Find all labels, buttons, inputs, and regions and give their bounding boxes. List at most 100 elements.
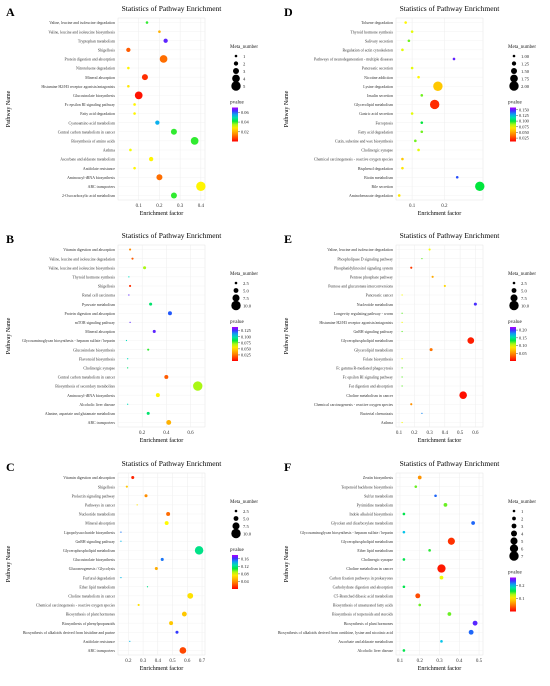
panel-d: D Statistics of Pathway Enrichment 0.1 0.2E… xyxy=(284,4,536,217)
y-tick-label: Valine, leucine and isoleucine degradati… xyxy=(49,257,115,262)
y-tick-label: Lysine degradation xyxy=(363,85,393,89)
y-tick-label: C5-Branched dibasic acid metabolism xyxy=(334,594,393,598)
y-tick-label: Mineral absorption xyxy=(85,330,115,334)
data-point xyxy=(402,585,406,589)
x-tick-label: 0.2 xyxy=(139,431,146,436)
data-point xyxy=(402,558,406,561)
data-point xyxy=(154,567,158,571)
color-legend-label: 0.075 xyxy=(519,124,530,129)
data-point xyxy=(401,166,404,170)
size-legend-dot xyxy=(232,522,240,530)
data-point xyxy=(429,348,433,352)
color-legend-label: 0.10 xyxy=(519,343,527,348)
y-tick-label: Asthma xyxy=(103,149,115,153)
data-point xyxy=(410,30,414,33)
size-legend-title: Meta_number xyxy=(230,500,258,505)
size-legend-label: 5.0 xyxy=(243,288,249,293)
data-point xyxy=(127,66,130,70)
data-point xyxy=(146,411,150,415)
plot-area xyxy=(395,17,484,201)
color-legend-label: 0.1 xyxy=(519,596,525,601)
y-axis-label: Pathway Name xyxy=(6,317,12,354)
panel-letter: D xyxy=(284,5,293,19)
data-point xyxy=(129,148,132,152)
y-tick-label: Chemical carcinogenesis - reactive oxyge… xyxy=(314,158,393,162)
y-tick-label: Ascorbate and aldarate metabolism xyxy=(60,158,115,162)
data-point xyxy=(136,504,138,506)
data-point xyxy=(404,21,407,24)
chart-title: Statistics of Pathway Enrichment xyxy=(400,231,501,240)
x-tick-label: 0.6 xyxy=(187,431,194,436)
data-point xyxy=(414,139,417,143)
data-point xyxy=(128,294,130,296)
color-legend-bar xyxy=(232,327,238,361)
y-tick-label: Bisphenol degradation xyxy=(358,167,393,171)
x-tick-label: 0.1 xyxy=(136,204,143,209)
x-tick-label: 0.7 xyxy=(199,659,206,664)
y-tick-label: Biosynthesis of alkaloids derived from o… xyxy=(278,631,393,636)
data-point xyxy=(158,30,161,33)
size-legend-label: 5 xyxy=(521,539,524,544)
data-point xyxy=(410,112,414,115)
data-point xyxy=(155,393,160,398)
y-tick-label: Glucosinolate biosynthesis xyxy=(73,94,115,98)
x-tick-label: 0.4 xyxy=(163,431,170,436)
size-legend-dot xyxy=(232,74,240,83)
data-point xyxy=(440,640,443,643)
color-legend-label: 0.16 xyxy=(241,556,249,561)
data-point xyxy=(126,47,131,52)
data-point xyxy=(471,521,475,525)
data-point xyxy=(431,275,434,278)
x-tick-label: 0.2 xyxy=(441,204,448,209)
color-legend-label: 0.05 xyxy=(519,351,527,356)
data-point xyxy=(428,549,431,552)
color-legend-bar xyxy=(510,107,516,142)
y-tick-label: Ether lipid metabolism xyxy=(79,585,115,589)
color-legend-label: 0.02 xyxy=(241,129,249,134)
data-point xyxy=(421,412,423,414)
size-legend-label: 10.0 xyxy=(521,303,530,308)
data-point xyxy=(133,166,136,170)
panel-a: A Statistics of Pathway Enrichment 0.1 0.2 0… xyxy=(6,4,258,217)
size-legend-title: Meta_number xyxy=(508,500,536,505)
x-tick-label: 0.1 xyxy=(409,204,416,209)
data-point xyxy=(125,339,128,342)
data-point xyxy=(417,75,420,79)
data-point xyxy=(120,531,122,533)
size-legend-dot xyxy=(231,300,241,311)
size-legend-dot xyxy=(234,54,238,58)
color-legend-label: 0.100 xyxy=(519,119,530,124)
y-axis-label: Pathway Name xyxy=(6,545,12,582)
y-tick-label: Pentose and glucuronate interconversions xyxy=(328,285,393,289)
data-point xyxy=(415,593,421,599)
data-point xyxy=(170,128,177,135)
size-legend-label: 2 xyxy=(243,61,246,66)
data-point xyxy=(156,174,163,181)
data-point xyxy=(120,540,122,542)
data-point xyxy=(131,476,135,480)
y-tick-label: Cholinergic synapse xyxy=(361,149,393,153)
y-tick-label: Shigellosis xyxy=(98,48,116,52)
color-legend-label: 0.15 xyxy=(519,335,527,340)
data-point xyxy=(429,99,440,110)
y-tick-label: Central carbon metabolism in cancer xyxy=(58,130,116,134)
data-point xyxy=(401,367,403,369)
y-tick-label: Cholinergic synapse xyxy=(361,558,393,562)
x-tick-label: 0.4 xyxy=(456,659,463,664)
data-point xyxy=(420,121,424,124)
y-tick-label: Biosynthesis of plant hormones xyxy=(344,622,394,626)
color-legend-label: 0.050 xyxy=(519,130,530,135)
size-legend-label: 1 xyxy=(521,509,524,514)
size-legend-dot xyxy=(509,81,519,91)
color-legend-label: 0.04 xyxy=(241,120,249,125)
y-tick-label: Central carbon metabolism in cancer xyxy=(58,376,116,380)
y-tick-label: Protein digestion and absorption xyxy=(65,58,116,62)
y-tick-label: Biosynthesis of phenylpropanoids xyxy=(62,622,115,626)
data-point xyxy=(455,175,459,179)
y-tick-label: Thyroid hormone synthesis xyxy=(350,30,393,34)
data-point xyxy=(147,348,150,351)
y-tick-label: ABC transporters xyxy=(88,185,116,189)
y-tick-label: Biosynthesis of amino acids xyxy=(71,139,115,143)
data-point xyxy=(417,148,420,152)
